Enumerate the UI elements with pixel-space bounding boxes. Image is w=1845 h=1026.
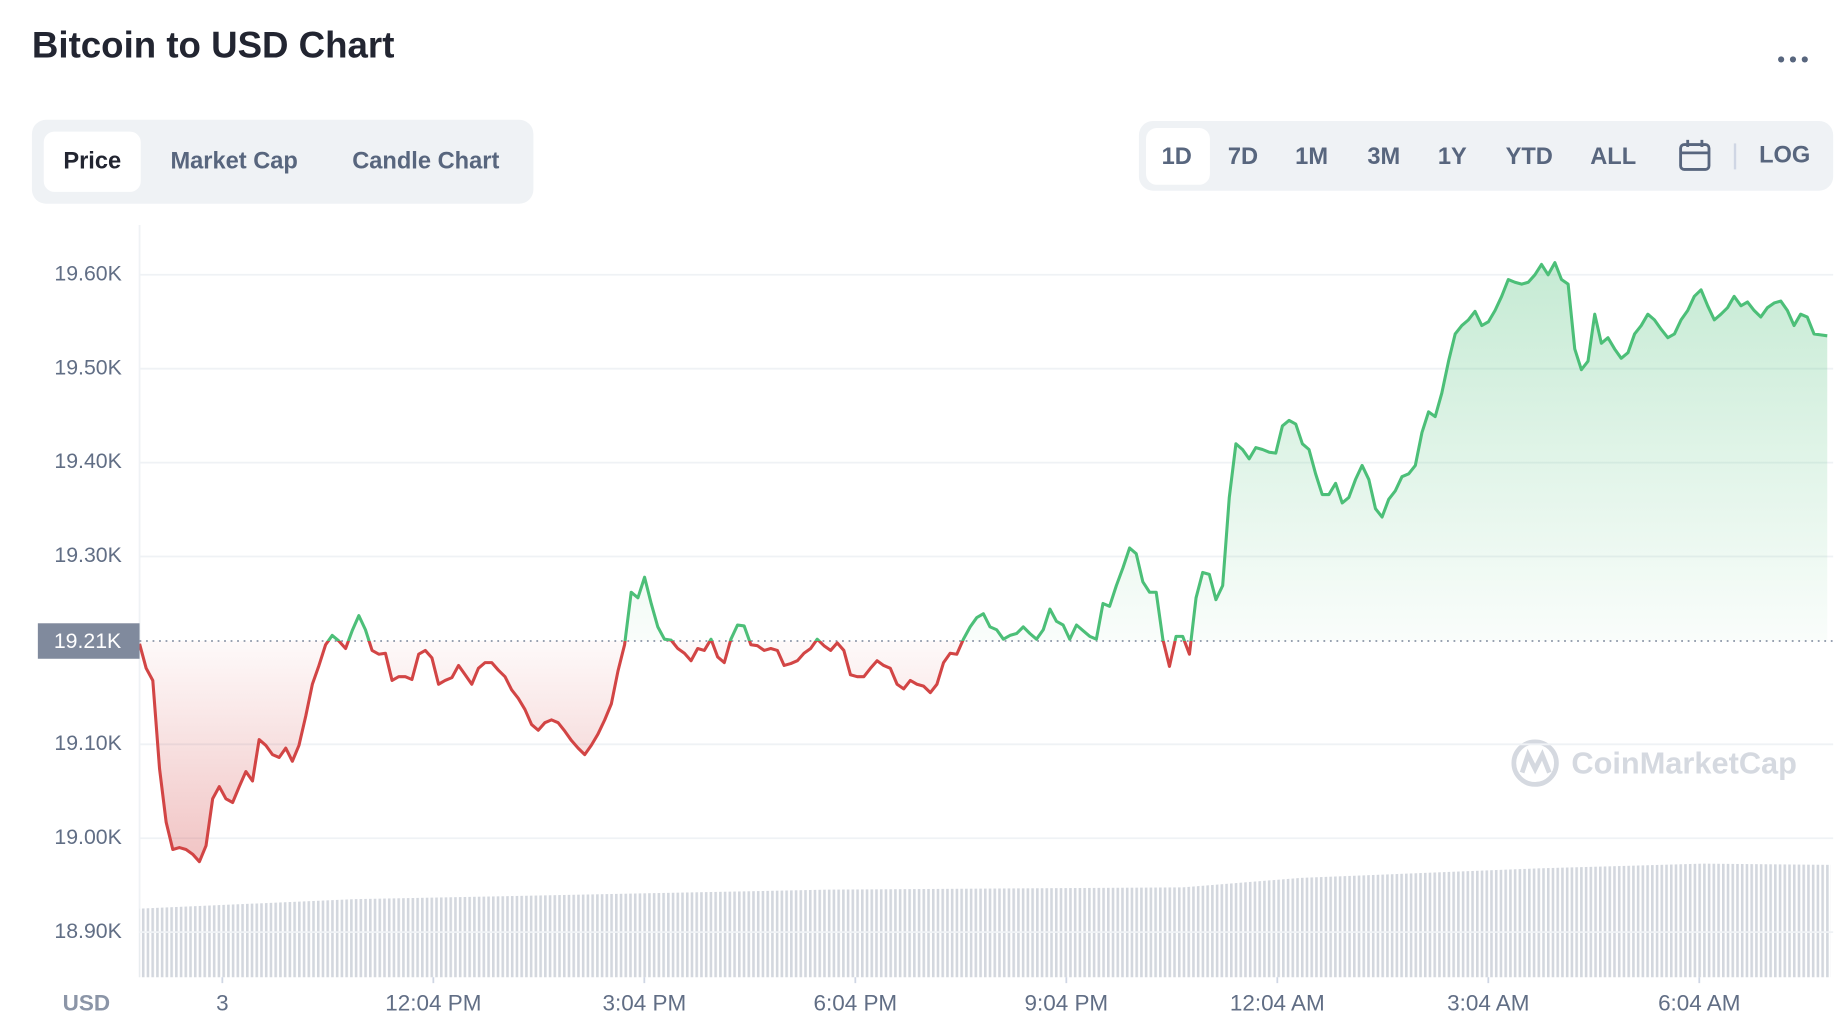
range-button[interactable]: 1D [1162, 144, 1192, 170]
reference-badge [37, 623, 140, 659]
y-tick-label: 19.10K [54, 731, 121, 755]
x-tick-label: 12:04 AM [1230, 990, 1325, 1015]
y-unit-label: USD [63, 990, 110, 1015]
range-button[interactable]: 1Y [1438, 144, 1467, 170]
volume-bars [139, 863, 1831, 978]
x-tick-label: 9:04 PM [1024, 990, 1108, 1015]
range-button[interactable]: ALL [1590, 144, 1636, 170]
range-button[interactable]: YTD [1506, 144, 1553, 170]
y-tick-label: 19.60K [54, 261, 121, 285]
tab-bar [31, 119, 534, 204]
tab[interactable]: Price [63, 149, 121, 175]
y-tick-label: 18.90K [54, 919, 121, 943]
range-bar [1138, 120, 1834, 191]
x-tick-label: 3:04 PM [602, 990, 686, 1015]
calendar-icon[interactable] [1679, 139, 1711, 171]
range-selected [1146, 128, 1210, 185]
area-down [139, 641, 1191, 862]
range-button[interactable]: 3M [1367, 144, 1400, 170]
x-tick-label: 3:04 AM [1447, 990, 1529, 1015]
x-tick-label: 3 [216, 990, 229, 1015]
area-up [139, 262, 1828, 642]
chart-title: Bitcoin to USD Chart [32, 24, 394, 65]
y-tick-label: 19.40K [54, 449, 121, 473]
x-tick-label: 12:04 PM [385, 990, 481, 1015]
y-tick-label: 19.00K [54, 825, 121, 849]
range-button[interactable]: 1M [1295, 144, 1328, 170]
log-button[interactable]: LOG [1759, 143, 1810, 169]
tab[interactable]: Market Cap [170, 149, 297, 175]
x-tick-label: 6:04 PM [813, 990, 897, 1015]
range-button[interactable]: 7D [1228, 144, 1258, 170]
price-line-down [138, 641, 1193, 864]
x-tick-label: 6:04 AM [1658, 990, 1740, 1015]
tab[interactable]: Candle Chart [352, 149, 499, 175]
price-line-up [326, 261, 1828, 642]
y-tick-label: 19.30K [54, 543, 121, 567]
watermark: CoinMarketCap [1511, 739, 1797, 787]
reference-label: 19.21K [54, 629, 121, 653]
tab-selected [43, 131, 141, 192]
more-menu[interactable] [1778, 56, 1808, 63]
y-tick-label: 19.50K [54, 355, 121, 379]
watermark-text: CoinMarketCap [1571, 746, 1797, 781]
